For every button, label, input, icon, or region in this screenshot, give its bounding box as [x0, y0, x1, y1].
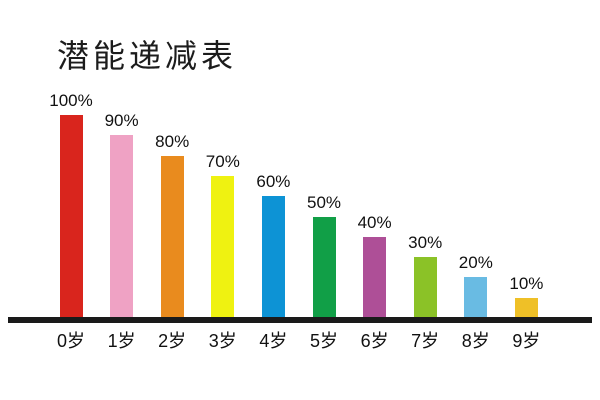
bar-value-label-1岁: 90% [104, 111, 139, 130]
x-axis-label-0岁: 0岁 [56, 331, 85, 351]
x-axis-label-9岁: 9岁 [512, 331, 541, 351]
chart-title: 潜能递减表 [57, 37, 238, 75]
bar-value-label-9岁: 10% [509, 274, 544, 293]
x-axis-label-8岁: 8岁 [461, 331, 490, 351]
bar-value-label-3岁: 70% [205, 152, 240, 171]
bar-2岁 [160, 156, 184, 318]
bar-value-label-2岁: 80% [155, 132, 190, 151]
bar-5岁 [312, 217, 336, 318]
bar-1岁 [110, 135, 134, 318]
bar-9岁 [514, 298, 538, 318]
x-axis-label-3岁: 3岁 [208, 331, 237, 351]
bar-value-label-6岁: 40% [357, 213, 392, 232]
bar-7岁 [413, 257, 437, 318]
bar-value-label-5岁: 50% [306, 193, 342, 212]
x-axis-label-7岁: 7岁 [411, 331, 440, 351]
x-axis-label-2岁: 2岁 [158, 331, 187, 351]
bar-value-label-0岁: 100% [49, 91, 93, 110]
x-axis-label-4岁: 4岁 [259, 331, 288, 351]
bar-8岁 [464, 277, 488, 318]
x-axis-label-6岁: 6岁 [360, 331, 389, 351]
bar-0岁 [59, 115, 83, 318]
bar-6岁 [363, 237, 387, 318]
bar-value-label-4岁: 60% [256, 172, 291, 191]
bar-value-label-7岁: 30% [408, 233, 443, 252]
x-axis-label-1岁: 1岁 [107, 331, 136, 351]
x-axis-label-5岁: 5岁 [309, 331, 338, 351]
bar-3岁 [211, 176, 235, 318]
x-axis-line [8, 317, 592, 323]
bar-value-label-8岁: 20% [458, 253, 493, 272]
bar-4岁 [261, 196, 285, 318]
